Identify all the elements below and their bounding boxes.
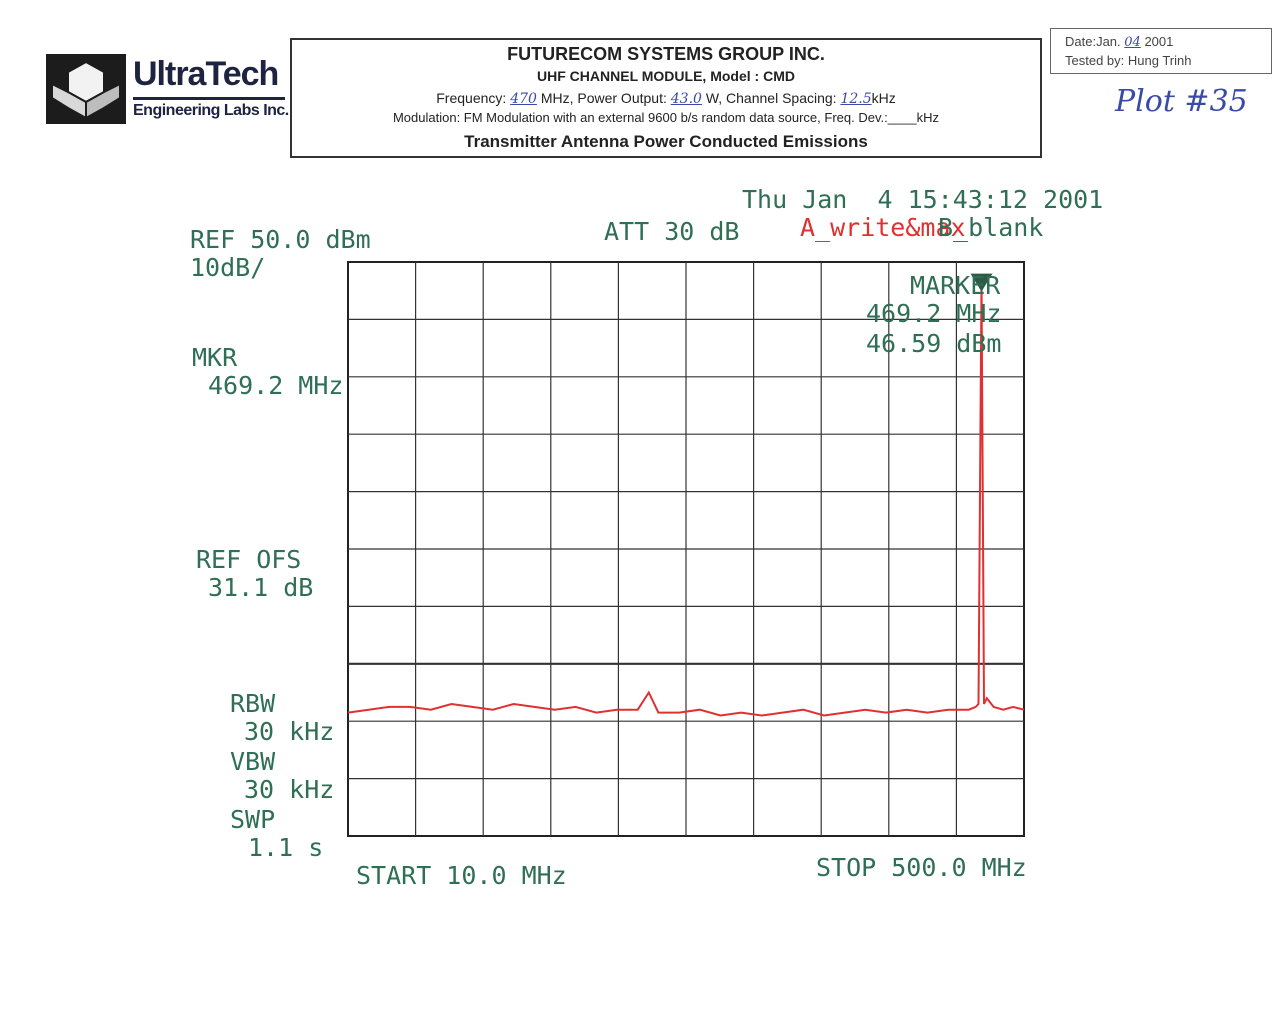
date-year: 2001 <box>1144 34 1174 49</box>
plot-number-note: Plot #35 <box>1115 84 1248 119</box>
sweep-label: SWP <box>230 805 276 834</box>
logo-name: UltraTech <box>133 55 279 93</box>
ref-offset-value: 31.1 dB <box>208 573 314 602</box>
test-title: Transmitter Antenna Power Conducted Emis… <box>464 132 868 151</box>
logo-subtitle: Engineering Labs Inc. <box>133 102 289 119</box>
ultratech-logo-icon <box>46 54 126 124</box>
rbw-label: RBW <box>230 689 276 718</box>
scale-per-div: 10dB/ <box>190 253 266 282</box>
rbw-value: 30 kHz <box>244 717 335 746</box>
vbw-value: 30 kHz <box>244 775 335 804</box>
ref-level: REF 50.0 dBm <box>190 225 371 254</box>
trace-b-mode: B_blank <box>938 213 1044 242</box>
sweep-value: 1.1 s <box>248 833 324 862</box>
date-prefix: Date:Jan. <box>1065 34 1121 49</box>
frequency-value: 470 <box>510 91 537 107</box>
attenuation: ATT 30 dB <box>604 217 740 246</box>
spacing-value: 12.5 <box>840 91 872 107</box>
marker-readout-frequency: 469.2 MHz <box>866 299 1002 328</box>
module-name: UHF CHANNEL MODULE, Model : CMD <box>537 68 795 84</box>
timestamp: Thu Jan 4 15:43:12 2001 <box>742 185 1104 214</box>
company-name: FUTURECOM SYSTEMS GROUP INC. <box>507 44 825 64</box>
mkr-label: MKR <box>192 343 238 372</box>
logo-divider <box>133 97 285 100</box>
marker-triangle-icon <box>970 273 993 292</box>
modulation-line: Modulation: FM Modulation with an extern… <box>392 110 940 125</box>
frequency-label: Frequency: <box>436 90 507 106</box>
frequency-unit: MHz, Power Output: <box>540 90 667 106</box>
test-header-box: FUTURECOM SYSTEMS GROUP INC. UHF CHANNEL… <box>290 38 1042 158</box>
test-parameters: Frequency: 470 MHz, Power Output: 43.0 W… <box>292 90 1040 107</box>
power-value: 43.0 <box>670 91 702 107</box>
trace-a-line <box>347 281 1025 717</box>
vbw-label: VBW <box>230 747 276 776</box>
trace-a <box>347 281 1025 717</box>
tested-by: Tested by: Hung Trinh <box>1065 53 1192 68</box>
marker-group <box>970 273 993 292</box>
start-frequency: START 10.0 MHz <box>356 861 567 890</box>
trace-a-mode: A_write&max <box>800 213 966 242</box>
power-unit: W, Channel Spacing: <box>705 90 837 106</box>
test-date: Date:Jan. 04 2001 <box>1065 33 1271 52</box>
marker-readout-title: MARKER <box>910 271 1001 300</box>
date-day: 04 <box>1124 35 1141 50</box>
marker-readout-level: 46.59 dBm <box>866 329 1002 358</box>
stop-frequency: STOP 500.0 MHz <box>816 853 1027 882</box>
date-box: Date:Jan. 04 2001 Tested by: Hung Trinh <box>1050 28 1272 74</box>
ref-offset-label: REF OFS <box>196 545 302 574</box>
mkr-frequency: 469.2 MHz <box>208 371 344 400</box>
plot-grid <box>347 261 1025 837</box>
spacing-unit: kHz <box>871 90 896 106</box>
